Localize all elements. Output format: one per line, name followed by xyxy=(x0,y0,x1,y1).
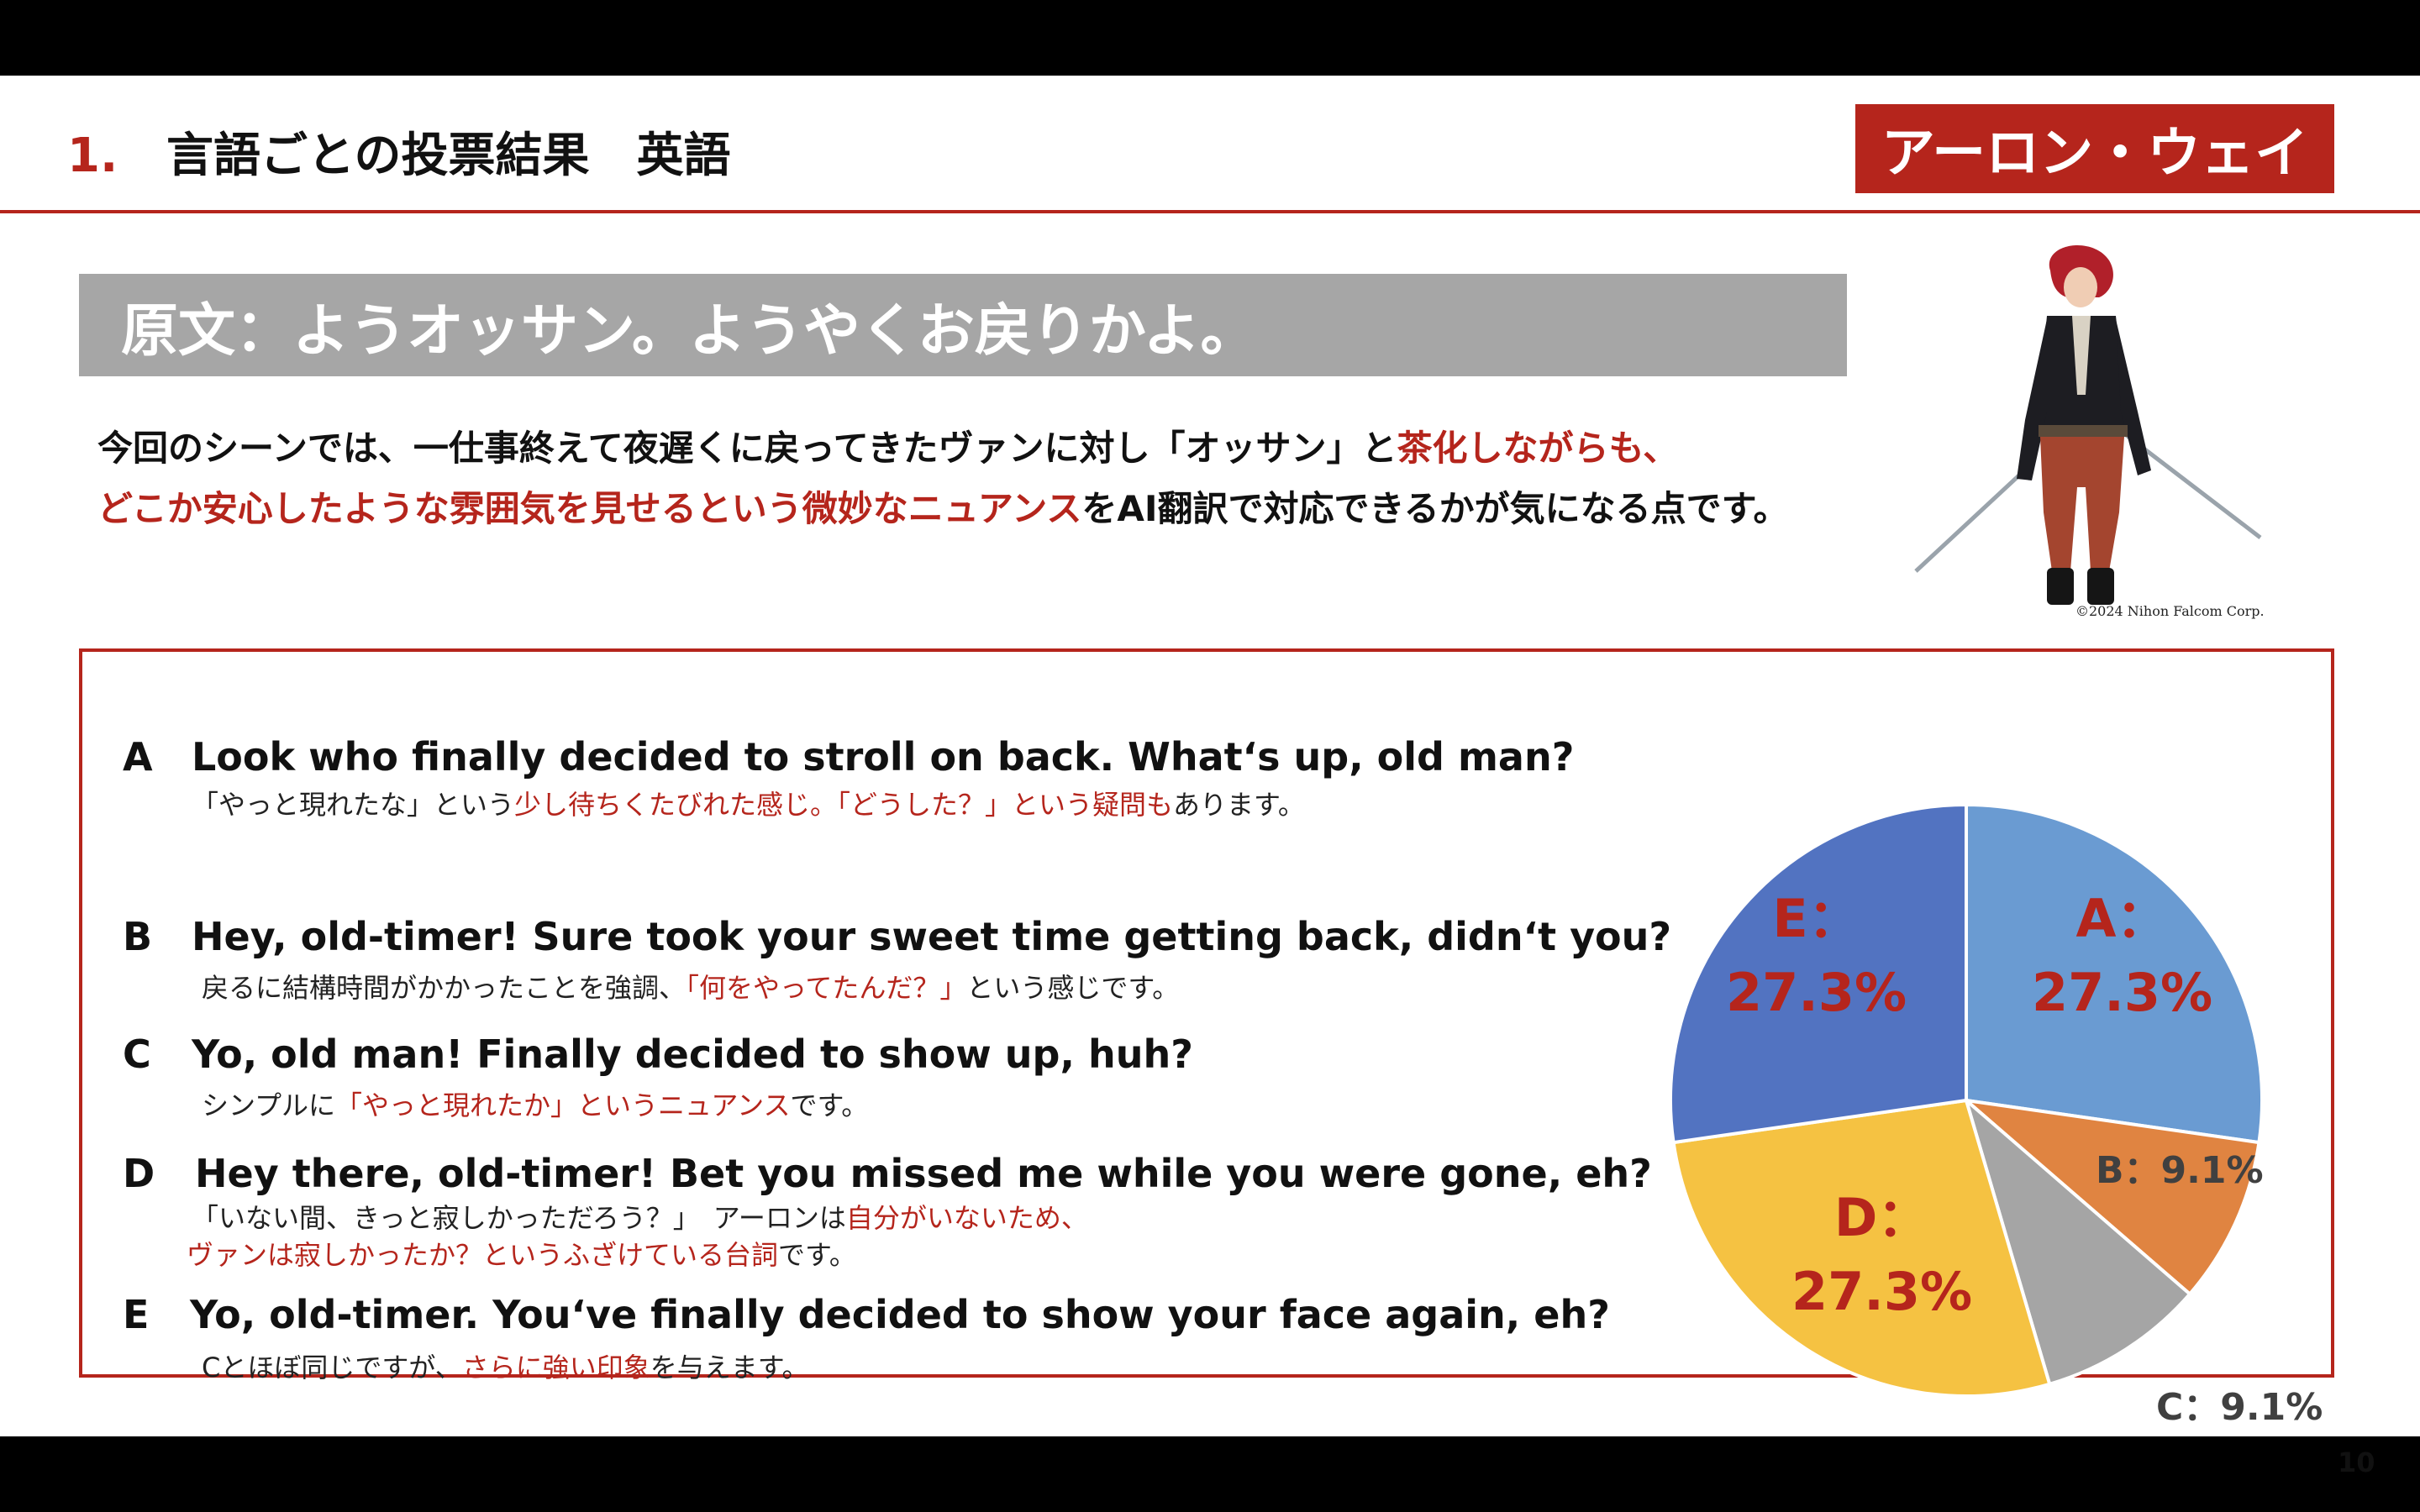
option-letter: B xyxy=(123,914,153,959)
note-text: Cとほぼ同じですが、 xyxy=(202,1352,462,1383)
description-highlight: どこか安心したような雰囲気を見せるという微妙なニュアンス xyxy=(97,488,1082,529)
page-number: 10 xyxy=(2338,1446,2375,1478)
note-highlight: 自分がいないため、 xyxy=(845,1202,1088,1234)
note-text: シンプルに xyxy=(202,1089,336,1121)
vote-pie-chart xyxy=(1669,802,2264,1398)
pie-label-d: D： 27.3% xyxy=(1791,1187,1973,1322)
pie-slice-e xyxy=(1669,802,1968,1145)
description-text: 今回のシーンでは、一仕事終えて夜遅くに戻ってきたヴァンに対し「オッサン」と xyxy=(97,428,1397,469)
note-highlight: 「何をやってたんだ？」 xyxy=(686,972,967,1004)
option-english: Hey there, old-timer! Bet you missed me … xyxy=(195,1151,1652,1196)
pie-slice-c xyxy=(1963,1095,2192,1387)
character-illustration xyxy=(1914,245,2262,605)
description-line-1: 今回のシーンでは、一仕事終えて夜遅くに戻ってきたヴァンに対し「オッサン」と茶化し… xyxy=(97,418,1788,479)
option-note: Cとほぼ同じですが、さらに強い印象を与えます。 xyxy=(202,1354,809,1381)
option-note-line-2: ヴァンは寂しかったか？というふざけている台詞です。 xyxy=(187,1242,856,1268)
option-note: 「いない間、きっと寂しかっただろう？」 アーロンは自分がいないため、 xyxy=(192,1205,1088,1231)
note-highlight: 少し待ちくたびれた感じ。「どうした？」という疑問も xyxy=(514,789,1174,821)
option-english: Look who finally decided to stroll on ba… xyxy=(192,734,1575,780)
option-note: 「やっと現れたな」という少し待ちくたびれた感じ。「どうした？」という疑問もありま… xyxy=(192,791,1305,818)
section-number: 1. xyxy=(67,129,118,183)
original-text-box: 原文：ようオッサン。ようやくお戻りかよ。 xyxy=(79,274,1847,376)
pie-label-a: A： 27.3% xyxy=(2032,888,2213,1023)
option-letter: E xyxy=(123,1292,150,1337)
pie-label-b: B：9.1% xyxy=(2096,1149,2264,1192)
note-text: を与えます。 xyxy=(650,1352,809,1383)
pie-label-c: C：9.1% xyxy=(2156,1386,2323,1429)
pie-slice-d xyxy=(1671,1098,2052,1398)
description-highlight: 茶化しながらも、 xyxy=(1397,428,1679,469)
note-text: 戻るに結構時間がかかったことを強調、 xyxy=(202,972,687,1004)
note-text: 「いない間、きっと寂しかっただろう？」 アーロンは xyxy=(192,1202,846,1234)
option-english: Yo, old-timer. You‘ve finally decided to… xyxy=(190,1292,1610,1337)
description-text: をAI翻訳で対応できるかが気になる点です。 xyxy=(1081,488,1789,529)
option-note: シンプルに「やっと現れたか」というニュアンスです。 xyxy=(202,1092,868,1119)
note-text: あります。 xyxy=(1173,789,1305,821)
option-english: Yo, old man! Finally decided to show up,… xyxy=(192,1032,1193,1077)
note-text: という感じです。 xyxy=(966,972,1180,1004)
note-highlight: 「やっと現れたか」というニュアンス xyxy=(335,1089,791,1121)
option-letter: C xyxy=(123,1032,151,1077)
option-letter: D xyxy=(123,1151,155,1196)
scene-description: 今回のシーンでは、一仕事終えて夜遅くに戻ってきたヴァンに対し「オッサン」と茶化し… xyxy=(97,418,1788,539)
character-name-badge: アーロン・ウェイ xyxy=(1855,104,2334,193)
slide: 1. 言語ごとの投票結果 英語 アーロン・ウェイ 原文：ようオッサン。ようやくお… xyxy=(0,76,2420,1478)
pie-slice-b xyxy=(1960,1098,2261,1297)
pie-label-e: E： 27.3% xyxy=(1726,888,1907,1023)
header-divider xyxy=(0,210,2420,213)
page-title: 言語ごとの投票結果 英語 xyxy=(166,129,731,183)
option-english: Hey, old-timer! Sure took your sweet tim… xyxy=(192,914,1672,959)
option-note: 戻るに結構時間がかかったことを強調、「何をやってたんだ？」という感じです。 xyxy=(202,974,1179,1001)
note-text: です。 xyxy=(778,1239,856,1271)
note-text: 「やっと現れたな」という xyxy=(192,789,515,821)
note-highlight: ヴァンは寂しかったか？というふざけている台詞 xyxy=(187,1239,779,1271)
option-letter: A xyxy=(123,734,153,780)
note-text: です。 xyxy=(790,1089,869,1121)
options-panel xyxy=(79,648,2334,1378)
pie-slice-a xyxy=(1965,802,2264,1145)
description-line-2: どこか安心したような雰囲気を見せるという微妙なニュアンスをAI翻訳で対応できるか… xyxy=(97,479,1788,539)
copyright-notice: ©2024 Nihon Falcom Corp. xyxy=(2075,603,2265,619)
note-highlight: さらに強い印象 xyxy=(461,1352,650,1383)
